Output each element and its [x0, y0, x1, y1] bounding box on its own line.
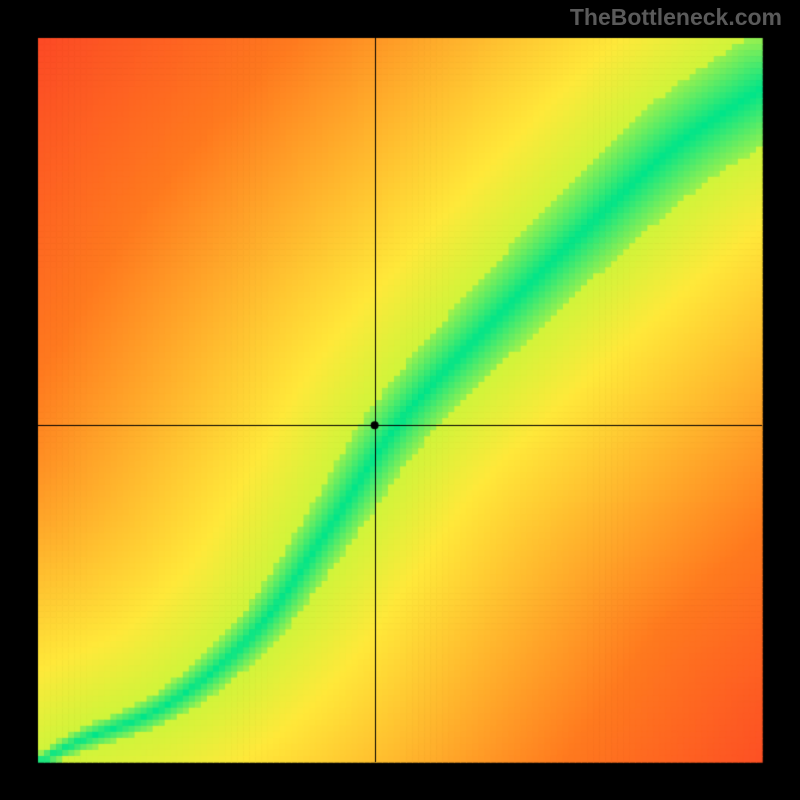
chart-container: TheBottleneck.com [0, 0, 800, 800]
watermark-text: TheBottleneck.com [570, 4, 782, 31]
heatmap-canvas [0, 0, 800, 800]
